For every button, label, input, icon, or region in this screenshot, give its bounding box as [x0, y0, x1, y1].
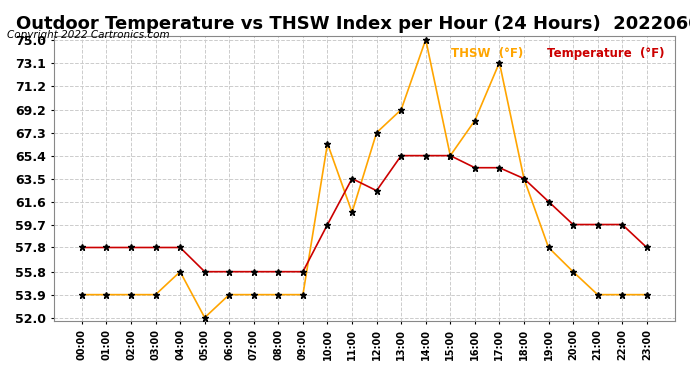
Temperature  (°F)	[348, 176, 356, 181]
THSW  (°F)	[250, 292, 258, 297]
THSW  (°F)	[397, 107, 405, 112]
Temperature  (°F)	[225, 269, 233, 274]
THSW  (°F)	[78, 292, 86, 297]
THSW  (°F)	[151, 292, 159, 297]
Temperature  (°F)	[324, 222, 332, 227]
THSW  (°F)	[127, 292, 135, 297]
Line: THSW  (°F): THSW (°F)	[79, 36, 650, 321]
THSW  (°F)	[225, 292, 233, 297]
Temperature  (°F)	[274, 269, 282, 274]
Temperature  (°F)	[299, 269, 307, 274]
THSW  (°F)	[422, 38, 430, 42]
THSW  (°F)	[569, 269, 578, 274]
Text: Copyright 2022 Cartronics.com: Copyright 2022 Cartronics.com	[7, 30, 170, 39]
THSW  (°F)	[642, 292, 651, 297]
Temperature  (°F)	[397, 153, 405, 158]
THSW  (°F)	[520, 176, 528, 181]
Temperature  (°F)	[618, 222, 627, 227]
THSW  (°F)	[471, 118, 479, 123]
Temperature  (°F)	[471, 165, 479, 170]
THSW  (°F)	[201, 315, 209, 320]
THSW  (°F)	[176, 269, 184, 274]
Temperature  (°F)	[520, 176, 528, 181]
Temperature  (°F)	[373, 188, 381, 193]
THSW  (°F)	[102, 292, 110, 297]
Temperature  (°F)	[201, 269, 209, 274]
Legend: THSW  (°F), Temperature  (°F): THSW (°F), Temperature (°F)	[446, 42, 669, 64]
Line: Temperature  (°F): Temperature (°F)	[79, 152, 650, 275]
THSW  (°F)	[373, 130, 381, 135]
Temperature  (°F)	[176, 245, 184, 250]
Temperature  (°F)	[151, 245, 159, 250]
THSW  (°F)	[348, 210, 356, 215]
Temperature  (°F)	[593, 222, 602, 227]
Temperature  (°F)	[102, 245, 110, 250]
THSW  (°F)	[299, 292, 307, 297]
THSW  (°F)	[495, 60, 504, 65]
Title: Outdoor Temperature vs THSW Index per Hour (24 Hours)  20220605: Outdoor Temperature vs THSW Index per Ho…	[16, 15, 690, 33]
Temperature  (°F)	[127, 245, 135, 250]
THSW  (°F)	[593, 292, 602, 297]
THSW  (°F)	[324, 141, 332, 146]
THSW  (°F)	[544, 245, 553, 250]
Temperature  (°F)	[569, 222, 578, 227]
Temperature  (°F)	[446, 153, 455, 158]
Temperature  (°F)	[642, 245, 651, 250]
Temperature  (°F)	[78, 245, 86, 250]
Temperature  (°F)	[422, 153, 430, 158]
Temperature  (°F)	[250, 269, 258, 274]
Temperature  (°F)	[544, 199, 553, 204]
THSW  (°F)	[618, 292, 627, 297]
Temperature  (°F)	[495, 165, 504, 170]
THSW  (°F)	[446, 153, 455, 158]
THSW  (°F)	[274, 292, 282, 297]
